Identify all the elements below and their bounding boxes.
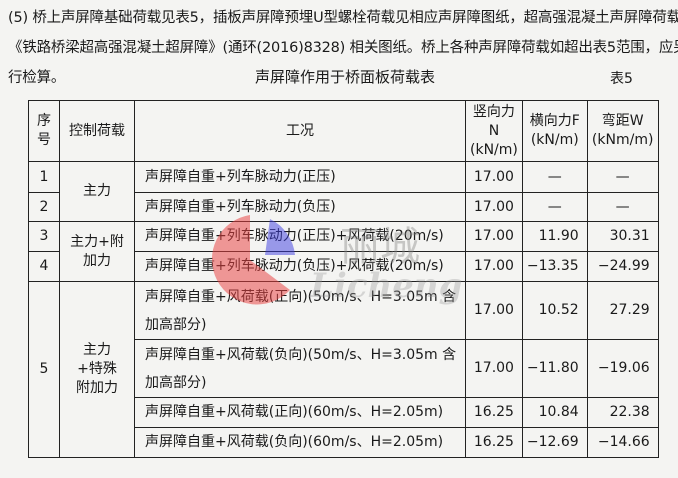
cell-n: 16.25 (465, 427, 523, 458)
header-case: 工况 (134, 100, 466, 162)
cell-control: 主力+附加力 (59, 221, 135, 282)
cell-n: 17.00 (465, 192, 523, 222)
cell-w: −14.66 (586, 427, 659, 458)
cell-f: — (521, 161, 588, 193)
cell-n: 17.00 (465, 281, 523, 340)
table-title: 声屏障作用于桥面板荷载表 (255, 68, 436, 86)
header-f: 横向力F (kN/m) (521, 100, 588, 162)
cell-n: 17.00 (465, 161, 523, 193)
cell-no: 2 (28, 192, 60, 222)
cell-w: — (586, 192, 659, 222)
cell-f: −12.69 (521, 427, 588, 458)
table-row: 声屏障自重+风荷载(负向)(50m/s、H=3.05m 含加高部分) 17.00… (29, 339, 659, 398)
cell-f: −13.35 (521, 251, 588, 282)
header-w: 弯距W (kNm/m) (586, 100, 659, 162)
cell-n: 16.25 (465, 397, 523, 428)
cell-case: 声屏障自重+风荷载(正向)(50m/s、H=3.05m 含加高部分) (134, 281, 466, 340)
cell-f: — (521, 192, 588, 222)
paragraph-line: (5) 桥上声屏障基础荷载见表5，插板声屏障预埋U型螺栓荷载见相应声屏障图纸，超… (8, 10, 678, 26)
header-n: 竖向力N (kN/m) (465, 100, 523, 162)
cell-case: 声屏障自重+风荷载(正向)(60m/s、H=2.05m) (134, 397, 466, 428)
table-row: 声屏障自重+风荷载(负向)(60m/s、H=2.05m) 16.25 −12.6… (29, 427, 659, 458)
cell-w: −24.99 (586, 251, 659, 282)
cell-f: −11.80 (521, 339, 588, 398)
cell-f: 10.52 (521, 281, 588, 340)
cell-control: 主力+特殊附加力 (59, 281, 135, 458)
cell-case: 声屏障自重+列车脉动力(正压)+风荷载(20m/s) (134, 221, 466, 252)
cell-case: 声屏障自重+列车脉动力(负压)+风荷载(20m/s) (134, 251, 466, 282)
cell-case: 声屏障自重+风荷载(负向)(60m/s、H=2.05m) (134, 427, 466, 458)
cell-w: — (586, 161, 659, 193)
paragraph-line: 《铁路桥梁超高强混凝土超屏障》(通环(2016)8328) 相关图纸。桥上各种声… (8, 40, 678, 56)
cell-w: 22.38 (586, 397, 659, 428)
cell-f: 10.84 (521, 397, 588, 428)
header-control: 控制荷载 (59, 100, 135, 162)
header-no: 序号 (28, 100, 60, 162)
table-number: 表5 (610, 71, 633, 87)
cell-case: 声屏障自重+列车脉动力(负压) (134, 192, 466, 222)
cell-f: 11.90 (521, 221, 588, 252)
cell-w: 30.31 (586, 221, 659, 252)
header-row: 序号 控制荷载 工况 竖向力N (kN/m) 横向力F (kN/m) 弯距W (kNm… (28, 100, 659, 162)
cell-n: 17.00 (465, 221, 523, 252)
table-row: 2 声屏障自重+列车脉动力(负压) 17.00 — — (28, 192, 659, 222)
cell-case: 声屏障自重+列车脉动力(正压) (134, 161, 466, 193)
table-row: 1 主力 声屏障自重+列车脉动力(正压) 17.00 — — (28, 161, 659, 222)
table-row: 声屏障自重+风荷载(正向)(60m/s、H=2.05m) 16.25 10.84… (29, 397, 659, 428)
cell-n: 17.00 (465, 251, 523, 282)
table-row: 5 主力+特殊附加力 声屏障自重+风荷载(正向)(50m/s、H=3.05m 含… (28, 281, 659, 458)
cell-w: −19.06 (586, 339, 659, 398)
cell-control: 主力 (59, 161, 135, 222)
cell-no: 1 (28, 161, 60, 193)
cell-case: 声屏障自重+风荷载(负向)(50m/s、H=3.05m 含加高部分) (134, 339, 466, 398)
cell-no: 3 (28, 221, 60, 252)
cell-no: 4 (28, 251, 60, 282)
load-table: 序号 控制荷载 工况 竖向力N (kN/m) 横向力F (kN/m) 弯距W (kNm… (28, 100, 659, 458)
table-row: 3 主力+附加力 声屏障自重+列车脉动力(正压)+风荷载(20m/s) 17.0… (28, 221, 659, 282)
cell-w: 27.29 (586, 281, 659, 340)
cell-n: 17.00 (465, 339, 523, 398)
cell-no: 5 (28, 281, 60, 458)
paragraph-line: 行检算。 (8, 70, 66, 86)
